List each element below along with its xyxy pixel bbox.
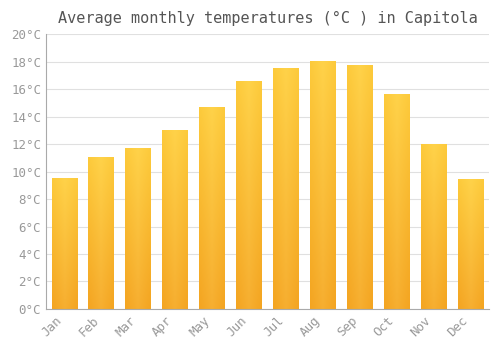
Title: Average monthly temperatures (°C ) in Capitola: Average monthly temperatures (°C ) in Ca… bbox=[58, 11, 478, 26]
